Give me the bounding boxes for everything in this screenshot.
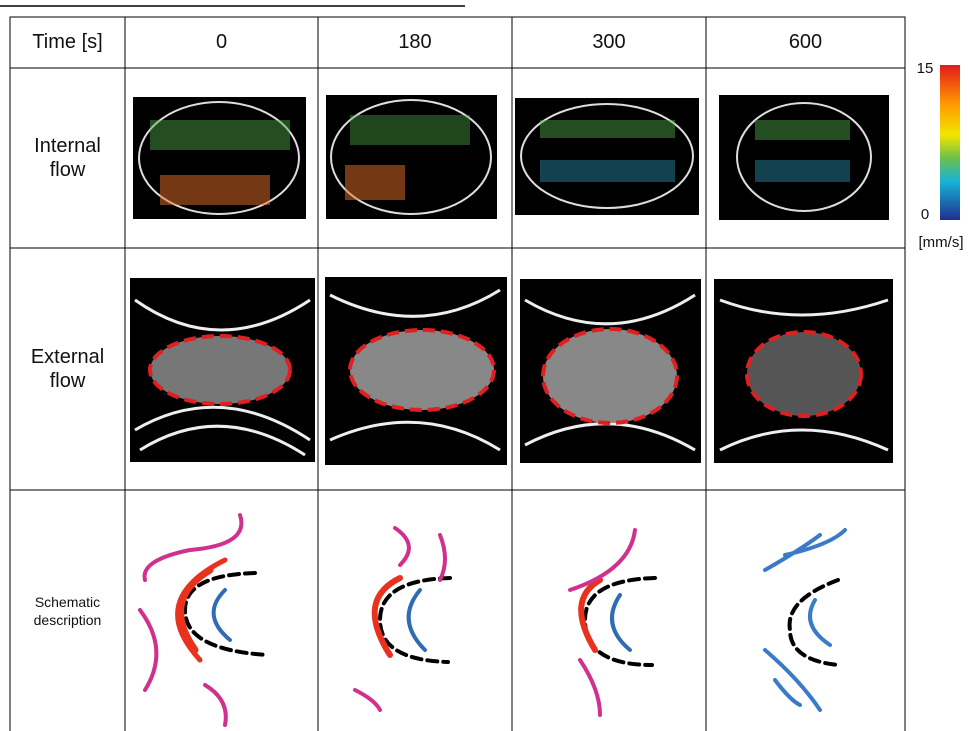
row-label: Internal flow (25, 68, 110, 248)
header-cell: 300 (512, 17, 706, 68)
row-label: Schematic description (15, 490, 120, 731)
figure: Time [s] 0 180 300 600 Internal flow Ext… (0, 0, 970, 731)
colorbar-unit: [mm/s] (912, 232, 970, 252)
schematic-images (140, 515, 845, 725)
header-cell: Time [s] (10, 17, 125, 68)
colorbar-max: 15 (910, 58, 940, 78)
header-cell: 180 (318, 17, 512, 68)
header-cell: 0 (125, 17, 318, 68)
internal-flow-images (133, 95, 889, 220)
header-cell: 600 (706, 17, 905, 68)
row-label: External flow (25, 248, 110, 490)
colorbar (940, 65, 960, 220)
colorbar-min: 0 (910, 204, 940, 224)
figure-graphics (0, 0, 970, 731)
